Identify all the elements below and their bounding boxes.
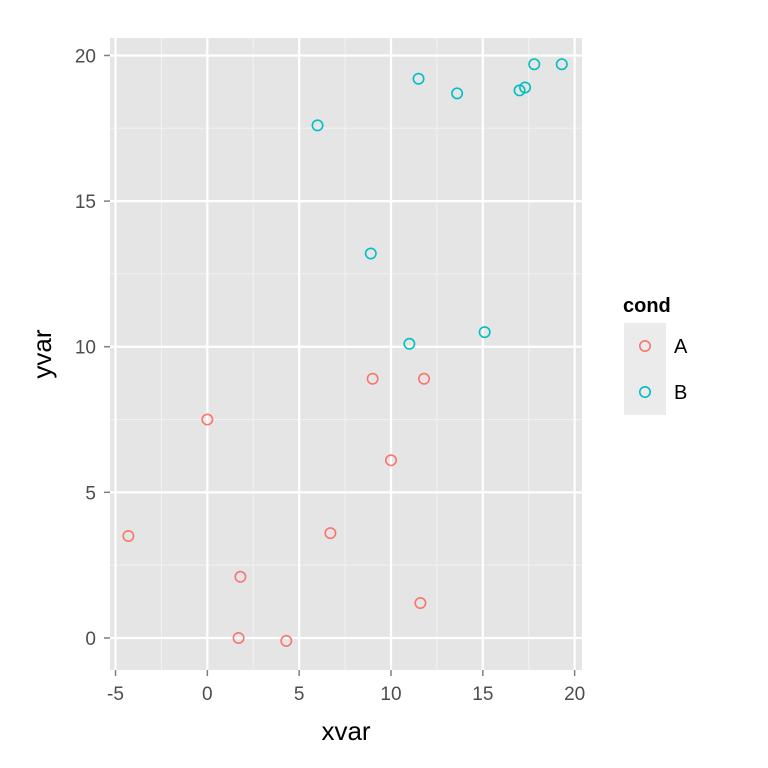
legend-title: cond [623, 295, 671, 317]
data-point-a [201, 413, 214, 426]
x-tick-label: 5 [294, 684, 305, 705]
y-tick-label: 5 [85, 483, 96, 504]
data-point-b [451, 87, 464, 100]
data-point-a [414, 597, 427, 610]
legend-symbol-b [638, 385, 651, 398]
legend-label-a: A [674, 336, 688, 358]
data-point-b [403, 337, 416, 350]
x-axis-title: xvar [321, 716, 370, 746]
data-point-a [384, 454, 397, 467]
legend-key-b [624, 369, 666, 415]
x-axis: -5 0 5 10 15 20 [107, 670, 585, 705]
legend: cond A B [623, 295, 688, 415]
x-tick-label: 0 [202, 684, 213, 705]
panel-background [110, 38, 582, 670]
y-tick-label: 15 [75, 192, 96, 213]
data-point-b [519, 81, 532, 94]
y-tick-label: 20 [75, 46, 96, 67]
grid-major [110, 38, 582, 670]
x-tick-label: 10 [380, 684, 401, 705]
data-point-a [324, 527, 337, 540]
x-tick-label: 15 [472, 684, 493, 705]
x-tick-label: 20 [564, 684, 585, 705]
x-tick-label: -5 [107, 684, 124, 705]
legend-label-b: B [674, 382, 687, 404]
y-axis: 0 5 10 15 20 [75, 46, 110, 650]
legend-entry-b: B [624, 369, 687, 415]
data-point-b [555, 58, 568, 71]
data-point-a [418, 372, 431, 385]
y-axis-title: yvar [27, 329, 57, 378]
data-point-a [234, 570, 247, 583]
grid-minor [110, 38, 582, 670]
data-point-a [366, 372, 379, 385]
data-points [122, 58, 568, 647]
y-tick-label: 10 [75, 338, 96, 359]
data-point-b [528, 58, 541, 71]
data-point-a [122, 530, 135, 543]
data-point-b [412, 72, 425, 85]
data-point-b [311, 119, 324, 132]
legend-key-a [624, 323, 666, 369]
data-point-b [478, 326, 491, 339]
legend-entry-a: A [624, 323, 688, 369]
data-point-a [232, 631, 245, 644]
y-tick-label: 0 [85, 629, 96, 650]
data-point-a [280, 634, 293, 647]
data-point-b [364, 247, 377, 260]
legend-symbol-a [638, 339, 651, 352]
